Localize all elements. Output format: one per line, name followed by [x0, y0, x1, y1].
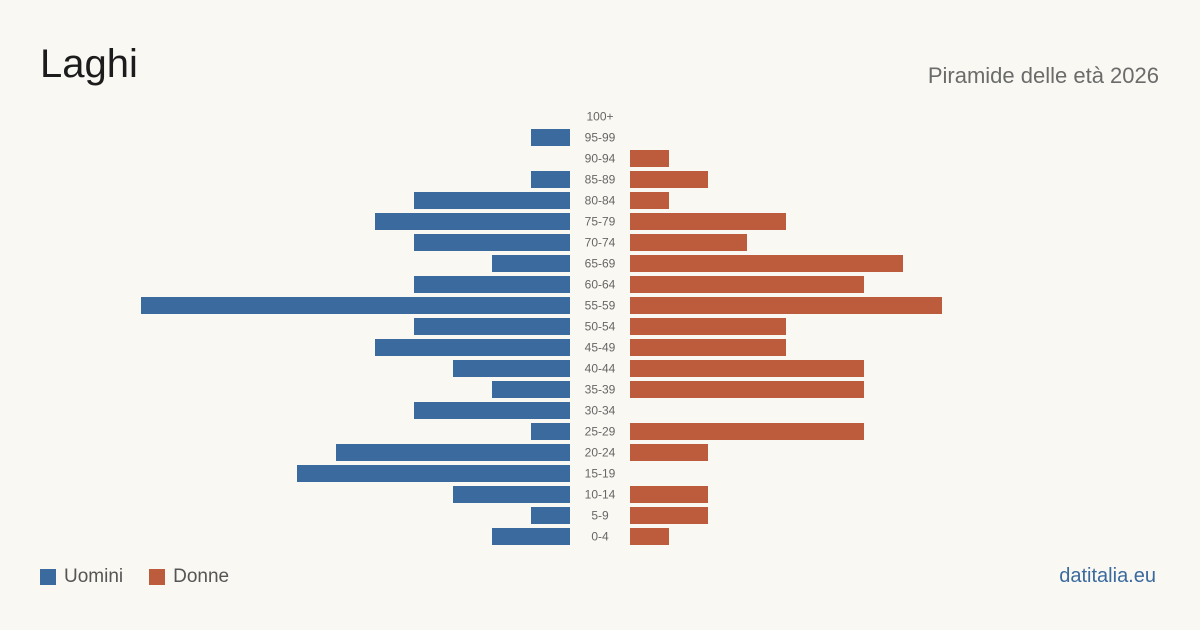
bar-men-5-9: [531, 507, 570, 524]
bar-women-65-69: [630, 255, 903, 272]
page-title: Laghi: [40, 42, 138, 86]
age-label-55-59: 55-59: [585, 299, 616, 313]
bar-women-45-49: [630, 339, 786, 356]
bar-men-85-89: [531, 171, 570, 188]
age-label-85-89: 85-89: [585, 173, 616, 187]
bar-women-75-79: [630, 213, 786, 230]
age-label-20-24: 20-24: [585, 446, 616, 460]
age-label-50-54: 50-54: [585, 320, 616, 334]
age-label-40-44: 40-44: [585, 362, 616, 376]
bar-men-10-14: [453, 486, 570, 503]
age-label-30-34: 30-34: [585, 404, 616, 418]
legend-swatch-women: [149, 569, 166, 585]
age-label-95-99: 95-99: [585, 131, 616, 145]
bar-women-70-74: [630, 234, 747, 251]
bar-women-35-39: [630, 381, 864, 398]
bar-men-80-84: [414, 192, 570, 209]
bar-women-80-84: [630, 192, 669, 209]
bar-women-25-29: [630, 423, 864, 440]
bar-men-25-29: [531, 423, 570, 440]
age-label-75-79: 75-79: [585, 215, 616, 229]
brand-link[interactable]: datitalia.eu: [1059, 565, 1156, 587]
chart-legend: Uomini Donne: [40, 566, 255, 588]
bar-men-60-64: [414, 276, 570, 293]
bar-women-50-54: [630, 318, 786, 335]
bar-men-50-54: [414, 318, 570, 335]
age-label-10-14: 10-14: [585, 488, 616, 502]
age-label-100+: 100+: [586, 110, 613, 124]
bar-women-0-4: [630, 528, 669, 545]
bar-women-60-64: [630, 276, 864, 293]
bar-men-55-59: [141, 297, 570, 314]
bar-women-90-94: [630, 150, 669, 167]
legend-item-men: Uomini: [40, 566, 123, 588]
bar-women-5-9: [630, 507, 708, 524]
bar-men-70-74: [414, 234, 570, 251]
legend-item-women: Donne: [149, 566, 229, 588]
bar-women-40-44: [630, 360, 864, 377]
age-label-65-69: 65-69: [585, 257, 616, 271]
legend-swatch-men: [40, 569, 56, 585]
bar-men-35-39: [492, 381, 570, 398]
age-label-90-94: 90-94: [585, 152, 616, 166]
bar-women-20-24: [630, 444, 708, 461]
age-label-15-19: 15-19: [585, 467, 616, 481]
age-label-80-84: 80-84: [585, 194, 616, 208]
bar-men-20-24: [336, 444, 570, 461]
age-label-25-29: 25-29: [585, 425, 616, 439]
bar-men-65-69: [492, 255, 570, 272]
bar-men-0-4: [492, 528, 570, 545]
bar-men-30-34: [414, 402, 570, 419]
age-label-45-49: 45-49: [585, 341, 616, 355]
age-label-60-64: 60-64: [585, 278, 616, 292]
bar-men-40-44: [453, 360, 570, 377]
legend-label-men: Uomini: [64, 566, 124, 587]
legend-label-women: Donne: [173, 566, 230, 587]
chart-subtitle: Piramide delle età 2026: [927, 63, 1159, 88]
bar-men-15-19: [297, 465, 570, 482]
age-label-0-4: 0-4: [591, 530, 609, 544]
population-pyramid-chart: 100+ 95-99 90-94 85-89 80-84 75-79 70-74 65-69 6…: [141, 110, 942, 545]
age-label-70-74: 70-74: [585, 236, 616, 250]
bar-men-95-99: [531, 129, 570, 146]
bar-women-55-59: [630, 297, 942, 314]
bar-women-85-89: [630, 171, 708, 188]
age-label-5-9: 5-9: [591, 509, 609, 523]
bar-men-45-49: [375, 339, 570, 356]
bar-women-10-14: [630, 486, 708, 503]
bar-men-75-79: [375, 213, 570, 230]
age-label-35-39: 35-39: [585, 383, 616, 397]
